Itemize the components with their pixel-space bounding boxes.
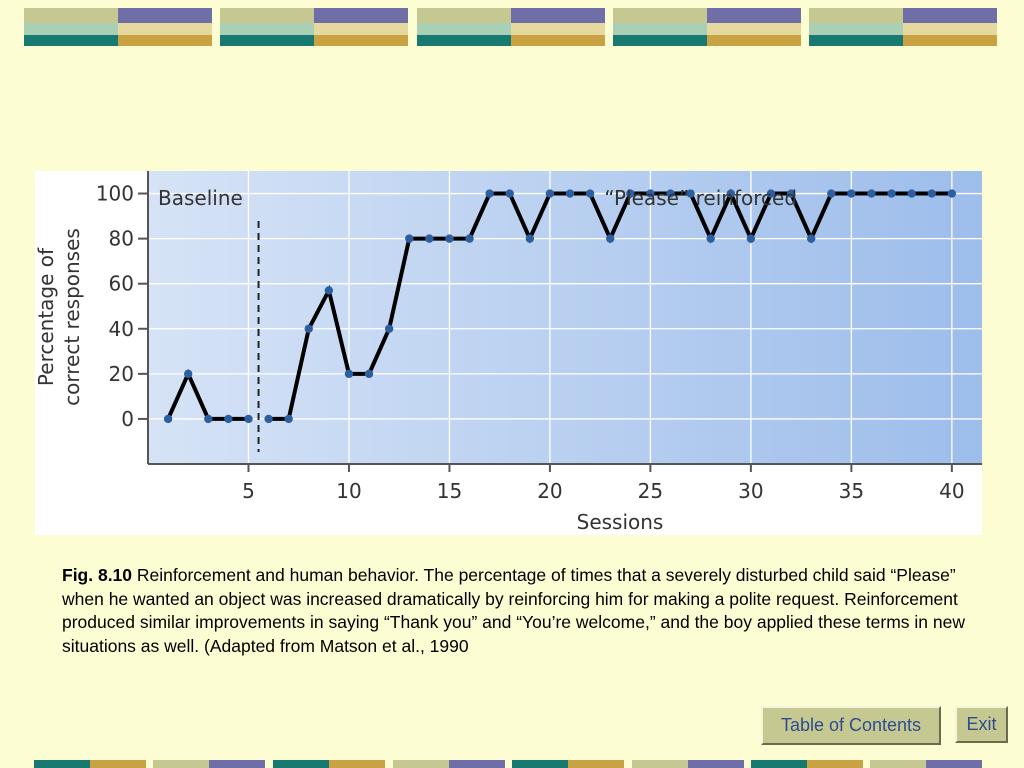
decorative-bar xyxy=(870,760,982,768)
decorative-bar xyxy=(220,8,408,46)
decorative-bar xyxy=(34,760,146,768)
exit-button[interactable]: Exit xyxy=(955,706,1008,743)
data-point xyxy=(666,189,675,198)
data-point xyxy=(204,414,213,424)
phase-label-reinforced: “Please” reinforced xyxy=(604,186,797,210)
data-point xyxy=(806,234,816,243)
phase-label-baseline: Baseline xyxy=(158,186,243,210)
decorative-bar xyxy=(153,760,265,768)
data-point xyxy=(505,189,514,198)
x-tick-label: 5 xyxy=(242,479,255,503)
decorative-bar xyxy=(632,760,744,768)
data-point xyxy=(244,414,253,424)
data-point xyxy=(887,189,896,198)
y-tick-label: 100 xyxy=(96,182,134,206)
x-axis-label: Sessions xyxy=(577,510,664,534)
data-point xyxy=(445,234,454,243)
x-tick-label: 15 xyxy=(437,479,462,503)
y-tick-label: 60 xyxy=(109,272,134,296)
data-point xyxy=(706,234,715,243)
data-point xyxy=(786,189,796,198)
data-point xyxy=(867,189,876,198)
data-point xyxy=(766,189,776,198)
x-tick-label: 30 xyxy=(738,479,763,503)
data-point xyxy=(686,189,695,198)
data-point xyxy=(746,234,756,243)
data-point xyxy=(324,286,334,295)
data-point xyxy=(626,189,635,198)
x-tick-label: 10 xyxy=(336,479,361,503)
x-tick-label: 25 xyxy=(638,479,663,503)
data-point xyxy=(525,234,535,243)
x-tick-label: 35 xyxy=(839,479,864,503)
y-axis-label-line: correct responses xyxy=(60,228,84,406)
data-point xyxy=(384,324,394,333)
x-tick-label: 20 xyxy=(537,479,562,503)
data-point xyxy=(907,189,916,198)
y-axis-label-line: Percentage of xyxy=(35,247,58,386)
table-of-contents-button[interactable]: Table of Contents xyxy=(761,706,941,745)
data-point xyxy=(847,189,856,198)
decorative-bar xyxy=(24,8,212,46)
data-point xyxy=(163,414,173,424)
caption-text: Reinforcement and human behavior. The pe… xyxy=(62,565,966,656)
data-point xyxy=(565,189,575,198)
data-point xyxy=(485,189,494,198)
data-point xyxy=(606,234,615,243)
data-point xyxy=(465,234,474,243)
data-point xyxy=(405,234,414,243)
data-point xyxy=(284,414,293,424)
y-tick-label: 40 xyxy=(109,317,134,341)
y-tick-label: 0 xyxy=(121,407,134,431)
data-point xyxy=(545,189,555,198)
y-tick-label: 80 xyxy=(109,227,134,251)
figure-label: Fig. 8.10 xyxy=(62,565,133,585)
data-point xyxy=(947,189,957,198)
decorative-bar xyxy=(417,8,605,46)
data-point xyxy=(224,414,233,424)
data-point xyxy=(183,369,193,379)
data-point xyxy=(646,189,655,198)
decorative-bar xyxy=(613,8,801,46)
data-point xyxy=(425,234,434,243)
decorative-bar xyxy=(809,8,997,46)
data-point xyxy=(726,189,735,198)
decorative-bar xyxy=(273,760,385,768)
data-point xyxy=(304,324,313,333)
decorative-bar xyxy=(751,760,863,768)
decorative-bar xyxy=(512,760,624,768)
y-tick-label: 20 xyxy=(109,362,134,386)
data-point xyxy=(585,189,595,198)
decorative-bar xyxy=(393,760,505,768)
figure-caption: Fig. 8.10 Reinforcement and human behavi… xyxy=(62,564,982,658)
data-point xyxy=(264,414,273,424)
line-chart: 0 20 40 60 80 100 5 10 15 20 25 30 35 40 Sessions Perce… xyxy=(34,171,982,535)
x-tick-label: 40 xyxy=(939,479,964,503)
chart-panel: 0 20 40 60 80 100 5 10 15 20 25 30 35 40 Sessions Perce… xyxy=(34,171,982,535)
data-point xyxy=(827,189,836,198)
data-point xyxy=(364,369,374,379)
data-point xyxy=(344,369,354,379)
data-point xyxy=(927,189,936,198)
